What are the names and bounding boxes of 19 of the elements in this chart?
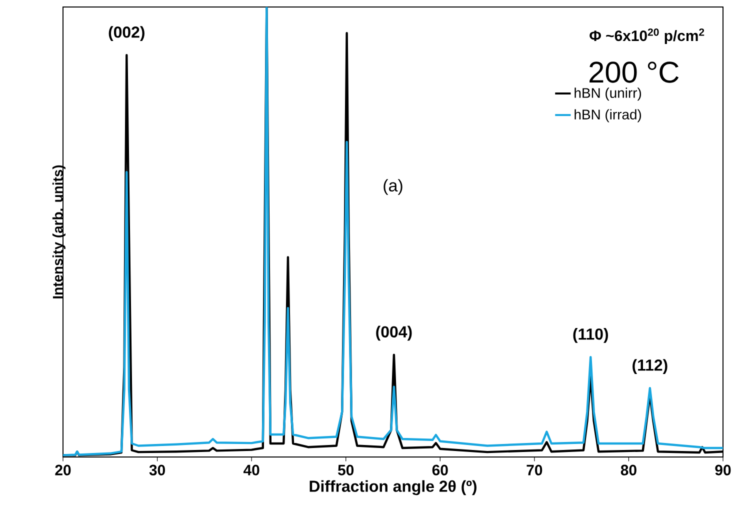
annotation: (002) [108, 26, 144, 41]
x-tick-label: 90 [715, 464, 731, 476]
y-axis-title: Intensity (arb. units) [52, 165, 66, 298]
legend-label: hBN (unirr) [574, 88, 642, 101]
x-tick-label: 30 [149, 464, 165, 476]
x-tick-label: 50 [338, 464, 354, 476]
x-tick-label: 80 [620, 464, 636, 476]
annotation: (004) [376, 326, 412, 341]
annotation: Φ ~6x10$^{20}$ p/cm$^{2}$ [590, 28, 704, 44]
x-tick-label: 20 [55, 464, 71, 476]
annotation: (112) [632, 359, 668, 374]
annotation: (a) [384, 179, 402, 195]
x-axis-title: Diffraction angle 2θ (º) [310, 480, 476, 496]
annotation: (110) [573, 328, 608, 343]
x-tick-label: 60 [432, 464, 448, 476]
annotation: 200 °C [590, 62, 679, 83]
x-tick-label: 40 [243, 464, 260, 476]
x-tick-label: 70 [526, 464, 542, 476]
legend-label: hBN (irrad) [574, 109, 642, 122]
